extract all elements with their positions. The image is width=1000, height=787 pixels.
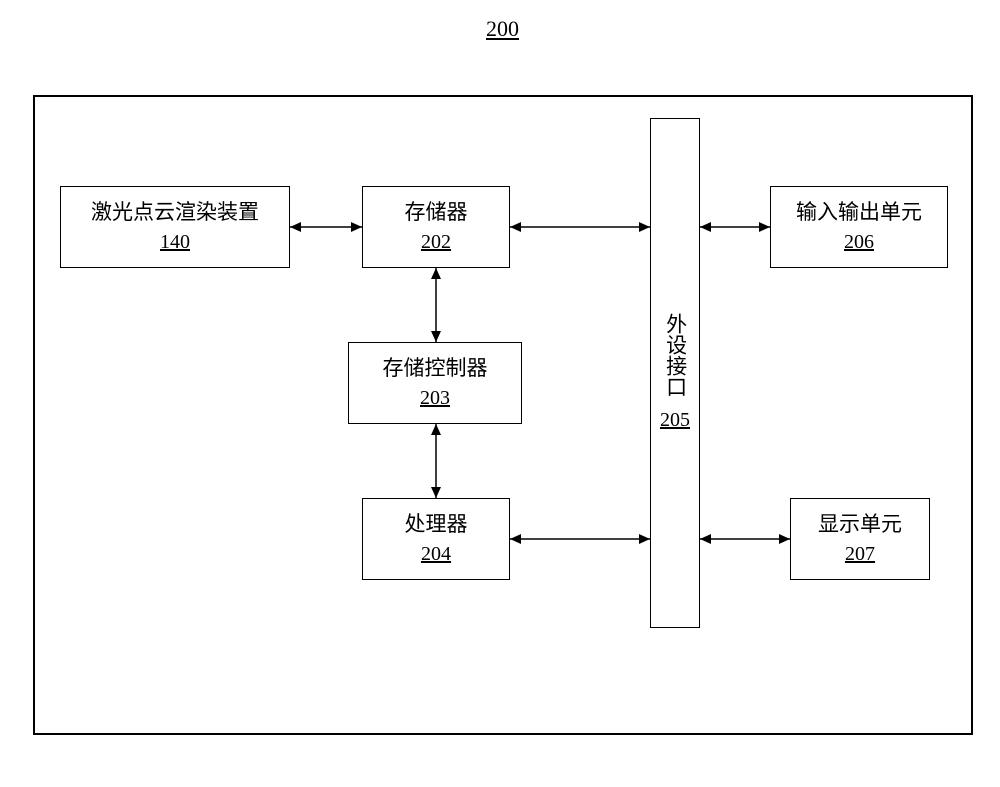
diagram-title-ref: 200 xyxy=(486,16,519,42)
node-n202: 存储器 202 xyxy=(362,186,510,268)
node-label: 存储控制器 xyxy=(383,355,488,382)
node-n207: 显示单元 207 xyxy=(790,498,930,580)
node-n140: 激光点云渲染装置 140 xyxy=(60,186,290,268)
node-n204: 处理器 204 xyxy=(362,498,510,580)
node-ref: 140 xyxy=(160,229,190,255)
node-ref: 202 xyxy=(421,229,451,255)
node-label: 显示单元 xyxy=(818,511,902,538)
diagram-canvas: 200 激光点云渲染装置 140 存储器 202 存储控制器 203 处理器 204 外设接口 2… xyxy=(0,0,1000,787)
node-n206: 输入输出单元 206 xyxy=(770,186,948,268)
node-label: 外设接口 xyxy=(661,313,688,397)
node-ref: 203 xyxy=(420,385,450,411)
node-ref: 207 xyxy=(845,541,875,567)
node-n203: 存储控制器 203 xyxy=(348,342,522,424)
node-label: 处理器 xyxy=(405,511,468,538)
node-label: 存储器 xyxy=(405,199,468,226)
node-label: 激光点云渲染装置 xyxy=(91,199,259,226)
node-label: 输入输出单元 xyxy=(796,199,922,226)
node-n205: 外设接口 205 xyxy=(650,118,700,628)
node-ref: 205 xyxy=(660,407,690,433)
node-ref: 204 xyxy=(421,541,451,567)
node-ref: 206 xyxy=(844,229,874,255)
